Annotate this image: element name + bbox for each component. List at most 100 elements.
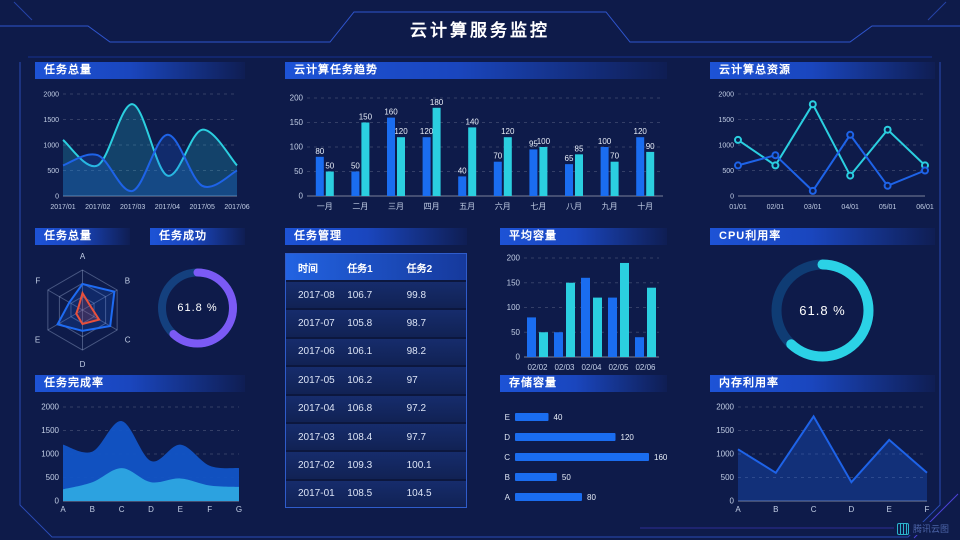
svg-text:120: 120 [394,127,408,136]
panel-memory-line: 内存利用率 0 500 1000 1500 2000 A B C D E F [710,375,935,515]
panel-task-success-gauge: 任务成功 61.8 % [150,228,245,368]
panel-title: CPU利用率 [719,230,782,242]
table-cell: 2017-06 [298,346,335,358]
svg-text:2000: 2000 [718,92,734,99]
panel-title: 任务成功 [159,230,207,242]
svg-text:A: A [505,493,511,502]
chart-avg-capacity-bar: 0 50 100 150 200 02/02 02/03 02/04 02/05 02/06 [500,248,667,373]
svg-text:150: 150 [290,118,304,127]
logo-label: 腾讯云图 [912,524,949,534]
table-cell: 2017-01 [298,488,335,500]
svg-text:70: 70 [610,152,619,161]
svg-text:2017/01: 2017/01 [50,204,75,211]
table-header-row: 时间 任务1 任务2 [286,254,466,280]
chart-cpu-gauge: 61.8 % [710,248,935,373]
chart-task-total-radar: A B C D E F [35,248,131,369]
svg-text:95: 95 [529,139,538,148]
svg-text:160: 160 [654,453,668,462]
table-col-header: 时间 [298,263,318,275]
table-cell: 2017-03 [298,431,335,443]
svg-text:180: 180 [430,98,444,107]
table-row: 2017-03 108.4 97.7 [286,421,466,451]
svg-text:D: D [504,433,510,442]
svg-text:1500: 1500 [41,426,59,435]
svg-text:500: 500 [722,168,734,175]
panel-title-bar: 任务管理 [285,228,467,245]
svg-text:120: 120 [621,433,635,442]
svg-text:D: D [148,505,154,514]
table-col-header: 任务1 [347,263,373,275]
svg-text:85: 85 [575,144,584,153]
svg-text:0: 0 [730,194,734,201]
svg-text:50: 50 [562,473,571,482]
svg-text:0: 0 [55,194,59,201]
svg-text:50: 50 [511,328,520,337]
svg-text:200: 200 [507,254,521,263]
table-cell: 109.3 [347,459,373,471]
svg-text:2017/04: 2017/04 [155,204,180,211]
svg-text:04/01: 04/01 [841,204,859,211]
svg-text:A: A [735,505,741,514]
table-cell: 97.7 [406,431,427,443]
gauge-value: 61.8 % [799,303,846,318]
panel-title: 存储容量 [509,377,557,389]
svg-text:A: A [80,252,86,261]
svg-text:40: 40 [554,413,563,422]
svg-text:500: 500 [46,473,60,482]
panel-title: 任务完成率 [44,377,104,389]
tencent-cloud-logo: 腾讯云图 [893,522,952,535]
svg-text:50: 50 [325,162,334,171]
svg-text:05/01: 05/01 [879,204,897,211]
svg-text:2000: 2000 [43,92,59,99]
svg-text:七月: 七月 [530,202,546,211]
gauge-value: 61.8 % [177,302,218,314]
svg-text:2017/06: 2017/06 [224,204,249,211]
svg-text:65: 65 [565,154,574,163]
svg-text:C: C [119,505,125,514]
table-cell: 106.1 [347,346,373,358]
svg-text:F: F [35,277,40,286]
svg-text:02/03: 02/03 [554,363,575,372]
svg-text:200: 200 [290,94,304,103]
panel-task-table: 任务管理 时间 任务1 任务2 2017-08 106.7 99.8 2017-07 105… [285,228,467,510]
svg-text:九月: 九月 [602,202,618,211]
table-cell: 105.8 [347,318,373,330]
svg-text:120: 120 [634,127,648,136]
svg-text:160: 160 [384,108,398,117]
svg-text:E: E [178,505,183,514]
page-title: 云计算服务监控 [410,21,550,40]
svg-text:六月: 六月 [495,201,511,211]
panel-title: 内存利用率 [719,377,779,389]
svg-text:01/01: 01/01 [729,204,747,211]
table-row: 2017-07 105.8 98.7 [286,308,466,337]
panel-title-bar: 任务成功 [150,228,245,245]
svg-text:C: C [125,335,131,344]
svg-text:E: E [887,505,892,514]
table-cell: 106.2 [347,374,373,386]
table-cell: 98.2 [406,346,427,358]
svg-text:500: 500 [47,168,59,175]
svg-text:02/04: 02/04 [581,363,602,372]
svg-text:120: 120 [501,127,515,136]
svg-text:E: E [505,413,510,422]
panel-title: 云计算总资源 [719,64,791,76]
table-cell: 100.1 [406,459,432,471]
table-cell: 2017-05 [298,374,335,386]
svg-text:二月: 二月 [352,202,368,211]
panel-title: 任务总量 [44,230,92,242]
svg-text:G: G [236,505,242,514]
panel-cloud-resource-line: 云计算总资源 0 500 1000 1500 2000 01/01 02/01 03/01 04… [710,62,935,212]
svg-text:四月: 四月 [424,202,440,211]
panel-title-bar: 云计算任务趋势 [285,62,667,79]
svg-text:1000: 1000 [41,450,59,459]
panel-title-bar: 云计算总资源 [710,62,935,79]
svg-text:40: 40 [458,166,467,175]
table-cell: 108.4 [347,431,373,443]
svg-text:0: 0 [516,353,521,362]
svg-text:B: B [773,505,778,514]
table-cell: 99.8 [406,289,427,301]
table-col-header: 任务2 [406,263,433,275]
svg-text:1000: 1000 [718,143,734,150]
chart-task-total-line: 0 500 1000 1500 2000 2017/01 2017/02 2017/03 201… [35,82,249,212]
